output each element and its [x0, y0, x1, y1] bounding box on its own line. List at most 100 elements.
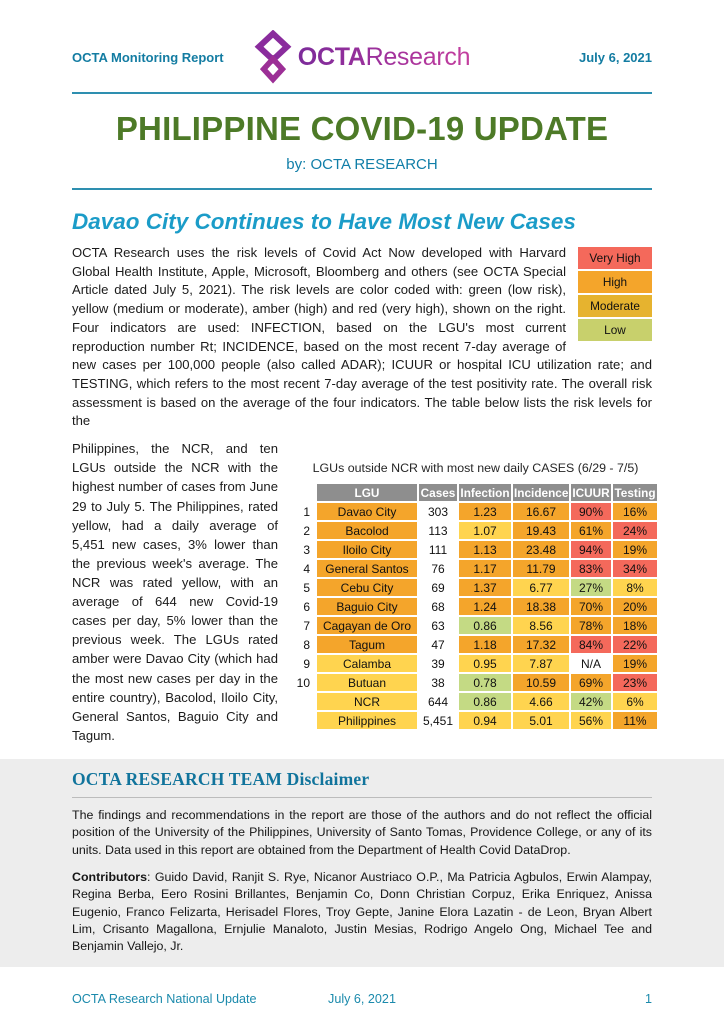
cases-table-area: LGUs outside NCR with most new daily CAS…: [292, 439, 659, 745]
table-row-cebu-city: 5 Cebu City 69 1.37 6.77 27% 8%: [292, 577, 659, 599]
intro-paragraph: OCTA Research uses the risk levels of Co…: [72, 245, 652, 429]
incidence-cell: 5.01: [511, 710, 571, 732]
icuur-cell: 69%: [569, 672, 613, 694]
table-row-butuan: 10 Butuan 38 0.78 10.59 69% 23%: [292, 672, 659, 694]
contributors-names: : Guido David, Ranjit S. Rye, Nicanor Au…: [72, 870, 652, 954]
cases-cell: 303: [417, 501, 459, 523]
disclaimer-section: OCTA RESEARCH TEAM Disclaimer The findin…: [0, 758, 724, 967]
cases-cell: 69: [417, 577, 459, 599]
row-rank: 3: [303, 542, 310, 557]
column-header-infection: Infection: [457, 482, 513, 504]
lgu-cell: Baguio City: [315, 596, 419, 618]
report-label: OCTA Monitoring Report: [72, 49, 224, 65]
page-footer: OCTA Research National Update July 6, 20…: [72, 992, 652, 1006]
incidence-cell: 17.32: [511, 634, 571, 656]
left-column-paragraph: Philippines, the NCR, and ten LGUs outsi…: [72, 441, 278, 743]
infection-cell: 1.07: [457, 520, 513, 542]
octa-diamond-logo-icon: [254, 30, 292, 84]
incidence-cell: 11.79: [511, 558, 571, 580]
table-row-bacolod: 2 Bacolod 113 1.07 19.43 61% 24%: [292, 520, 659, 542]
table-row-iloilo-city: 3 Iloilo City 111 1.13 23.48 94% 19%: [292, 539, 659, 561]
risk-legend: Very High High Moderate Low: [578, 247, 652, 343]
row-rank: [292, 711, 316, 730]
incidence-cell: 23.48: [511, 539, 571, 561]
intro-section: Very High High Moderate Low OCTA Research u…: [72, 244, 652, 431]
testing-cell: 8%: [611, 577, 659, 599]
body-columns: Philippines, the NCR, and ten LGUs outsi…: [72, 439, 659, 745]
icuur-cell: 83%: [569, 558, 613, 580]
incidence-cell: 19.43: [511, 520, 571, 542]
lgu-cell: Davao City: [315, 501, 419, 523]
cases-cell: 39: [417, 653, 459, 675]
infection-cell: 1.23: [457, 501, 513, 523]
column-header-cases: Cases: [417, 482, 459, 504]
rank-column-header: [292, 483, 316, 502]
disclaimer-body: The findings and recommendations in the …: [72, 807, 652, 857]
cases-cell: 68: [417, 596, 459, 618]
infection-cell: 0.95: [457, 653, 513, 675]
infection-cell: 1.37: [457, 577, 513, 599]
table-row-philippines: Philippines 5,451 0.94 5.01 56% 11%: [292, 710, 659, 732]
incidence-cell: 7.87: [511, 653, 571, 675]
icuur-cell: 56%: [569, 710, 613, 732]
testing-cell: 34%: [611, 558, 659, 580]
row-rank: [292, 692, 316, 711]
disclaimer-divider: [72, 796, 652, 798]
column-header-lgu: LGU: [315, 482, 419, 504]
infection-cell: 0.86: [457, 615, 513, 637]
article-heading: Davao City Continues to Have Most New Ca…: [72, 209, 576, 234]
disclaimer-heading: OCTA RESEARCH TEAM Disclaimer: [72, 768, 370, 789]
logo-text-research: Research: [365, 42, 471, 71]
lgu-cell: Iloilo City: [315, 539, 419, 561]
incidence-cell: 10.59: [511, 672, 571, 694]
lgu-cell: Cebu City: [315, 577, 419, 599]
table-row-tagum: 8 Tagum 47 1.18 17.32 84% 22%: [292, 634, 659, 656]
lgu-cell: General Santos: [315, 558, 419, 580]
page-header: OCTA Monitoring Report OCTAResearch July…: [0, 0, 724, 92]
column-header-incidence: Incidence: [511, 482, 571, 504]
icuur-cell: 90%: [569, 501, 613, 523]
infection-cell: 1.18: [457, 634, 513, 656]
testing-cell: 20%: [611, 596, 659, 618]
lgu-cell: Cagayan de Oro: [315, 615, 419, 637]
icuur-cell: 61%: [569, 520, 613, 542]
lgu-cell: Tagum: [315, 634, 419, 656]
cases-table: LGU Cases Infection Incidence ICUUR Testing 1…: [292, 482, 659, 732]
lgu-cell: Butuan: [315, 672, 419, 694]
infection-cell: 0.94: [457, 710, 513, 732]
footer-date: July 6, 2021: [328, 992, 396, 1006]
table-row-cagayan-de-oro: 7 Cagayan de Oro 63 0.86 8.56 78% 18%: [292, 615, 659, 637]
infection-cell: 1.17: [457, 558, 513, 580]
lgu-cell: Bacolod: [315, 520, 419, 542]
row-rank: 6: [303, 599, 310, 614]
testing-cell: 16%: [611, 501, 659, 523]
contributors-label: Contributors: [72, 870, 148, 885]
lgu-cell: Calamba: [315, 653, 419, 675]
infection-cell: 1.24: [457, 596, 513, 618]
risk-level-high: High: [578, 271, 652, 293]
header-date: July 6, 2021: [578, 49, 652, 65]
incidence-cell: 18.38: [511, 596, 571, 618]
icuur-cell: 84%: [569, 634, 613, 656]
incidence-cell: 8.56: [511, 615, 571, 637]
table-header-row: LGU Cases Infection Incidence ICUUR Testing: [292, 482, 659, 504]
row-rank: 10: [296, 675, 310, 690]
contributors-paragraph: Contributors: Guido David, Ranjit S. Rye…: [72, 869, 652, 956]
row-rank: 5: [303, 580, 310, 595]
cases-cell: 47: [417, 634, 459, 656]
risk-level-very-high: Very High: [578, 247, 652, 269]
lgu-cell: NCR: [315, 691, 419, 713]
cases-cell: 5,451: [417, 710, 459, 732]
table-body: 1 Davao City 303 1.23 16.67 90% 16% 2 Bacolod 113…: [292, 501, 659, 732]
testing-cell: 22%: [611, 634, 659, 656]
infection-cell: 0.78: [457, 672, 513, 694]
byline: by: OCTA RESEARCH: [286, 156, 438, 173]
testing-cell: 6%: [611, 691, 659, 713]
icuur-cell: 27%: [569, 577, 613, 599]
table-row-ncr: NCR 644 0.86 4.66 42% 6%: [292, 691, 659, 713]
logo-text-octa: OCTA: [297, 42, 366, 71]
table-row-baguio-city: 6 Baguio City 68 1.24 18.38 70% 20%: [292, 596, 659, 618]
footer-left: OCTA Research National Update: [72, 992, 257, 1006]
row-rank: 2: [303, 523, 310, 538]
risk-level-low: Low: [578, 319, 652, 341]
